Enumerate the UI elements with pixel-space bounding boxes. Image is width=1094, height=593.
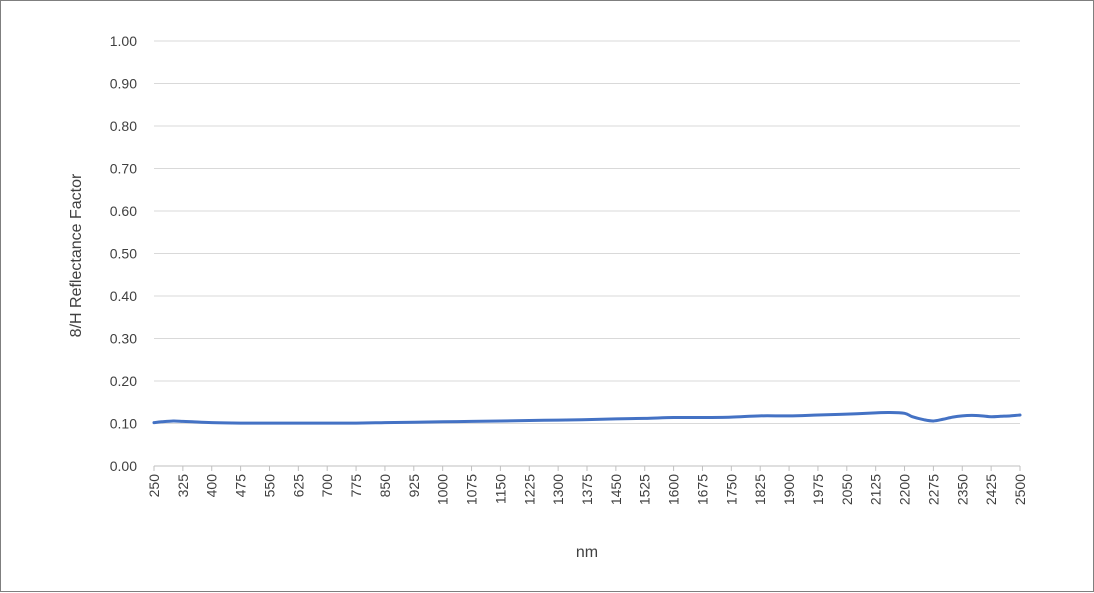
series-layer [152,410,1022,425]
x-tick-label: 1300 [550,474,566,505]
x-tick-label: 475 [233,474,249,498]
x-tick-label: 2500 [1012,474,1028,505]
y-tick-label: 0.20 [110,373,137,389]
x-tick-label: 2425 [983,474,999,505]
x-tick-label: 2200 [897,474,913,505]
x-tick-label: 2125 [868,474,884,505]
x-tick-label: 700 [319,474,335,498]
x-tick-label: 1600 [666,474,682,505]
y-tick-label: 0.70 [110,161,137,177]
x-tick-label: 925 [406,474,422,498]
y-tick-label: 0.30 [110,331,137,347]
x-tick-label: 625 [290,474,306,498]
x-tick-label: 1525 [637,474,653,505]
gridlines [154,40,1020,424]
x-tick-label: 2050 [839,474,855,505]
x-tick-label: 1225 [521,474,537,505]
x-tick-label: 1375 [579,474,595,505]
series-line-0 [152,410,1022,425]
y-tick-label: 0.90 [110,76,137,92]
axes [153,465,1021,471]
x-tick-label: 2350 [954,474,970,505]
y-tick-labels: 0.00 0.10 0.20 0.30 0.40 0.50 0.60 0.70 0.80 0.90… [110,33,137,474]
x-tick-label: 1975 [810,474,826,505]
y-tick-label: 0.10 [110,416,137,432]
x-tick-label: 775 [348,474,364,498]
x-tick-label: 400 [204,474,220,498]
x-tick-label: 250 [146,474,162,498]
x-tick-label: 850 [377,474,393,498]
x-tick-label: 1900 [781,474,797,505]
x-tick-label: 1825 [752,474,768,505]
y-tick-label: 0.00 [110,458,137,474]
x-tick-label: 1000 [435,474,451,505]
x-tick-label: 550 [261,474,277,498]
y-tick-label: 0.80 [110,118,137,134]
x-tick-label: 1450 [608,474,624,505]
y-tick-label: 0.50 [110,246,137,262]
x-tick-label: 1150 [492,474,508,504]
x-axis-title: nm [576,544,598,561]
x-tick-labels: 250 325 400 475 550 625 700 775 850 925 1000 1075 11… [146,474,1028,505]
y-axis-title: 8/H Reflectance Factor [68,173,85,337]
x-tick-label: 1675 [694,474,710,505]
y-tick-label: 0.40 [110,288,137,304]
x-tick-label: 1075 [464,474,480,505]
y-tick-label: 0.60 [110,203,137,219]
x-tick-label: 1750 [723,474,739,505]
x-tick-label: 2275 [925,474,941,505]
y-tick-label: 1.00 [110,33,137,49]
x-tick-label: 325 [175,474,191,498]
